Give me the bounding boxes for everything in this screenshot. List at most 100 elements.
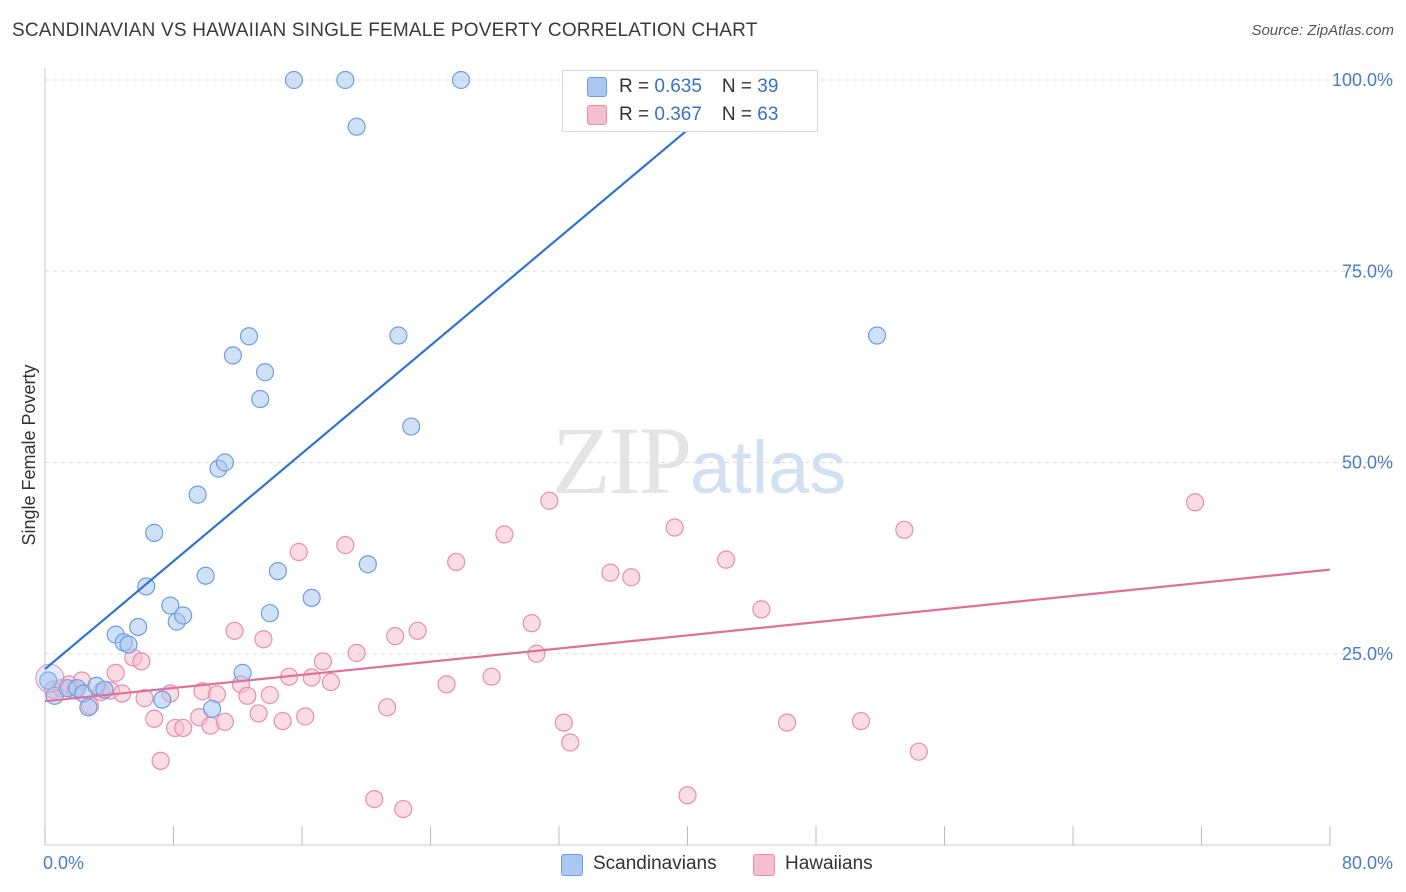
data-point-hawaiians <box>378 698 397 717</box>
x-tick-label: 0.0% <box>43 853 84 873</box>
data-point-scandinavians <box>284 70 304 90</box>
data-point-hawaiians <box>540 491 559 510</box>
data-point-hawaiians <box>254 630 273 649</box>
data-point-hawaiians <box>622 568 641 587</box>
data-point-hawaiians <box>394 799 413 819</box>
data-point-hawaiians <box>522 614 541 633</box>
data-point-scandinavians <box>336 70 355 90</box>
data-point-hawaiians <box>895 520 914 539</box>
data-point-hawaiians <box>495 525 514 544</box>
data-point-scandinavians <box>251 389 270 409</box>
data-point-hawaiians <box>174 718 193 738</box>
data-point-hawaiians <box>225 621 244 640</box>
data-point-scandinavians <box>347 117 366 136</box>
legend-n-value: 63 <box>757 104 779 125</box>
data-point-hawaiians <box>665 518 684 537</box>
watermark-zip: ZIP <box>552 407 692 514</box>
data-point-scandinavians <box>358 555 377 574</box>
data-point-hawaiians <box>273 711 292 731</box>
legend-r-label: R = <box>619 76 655 97</box>
data-point-scandinavians <box>145 523 164 542</box>
watermark: ZIPatlas <box>552 405 846 516</box>
legend: R = 0.635 N = 39 R = 0.367 N = 63 <box>562 70 818 132</box>
legend-r-label: R = <box>619 104 655 125</box>
trend-lines <box>44 79 1331 703</box>
tick-labels: 25.0% 50.0% 75.0% 100.0% 0.0% 80.0% <box>43 70 1393 873</box>
data-point-hawaiians <box>106 663 125 682</box>
data-point-scandinavians <box>233 663 252 682</box>
data-point-scandinavians <box>39 671 58 690</box>
legend-n-label: N = <box>721 76 758 97</box>
chart-title: SCANDINAVIAN VS HAWAIIAN SINGLE FEMALE P… <box>12 20 758 41</box>
legend-text-hawaiians: R = 0.367 N = 63 <box>619 102 778 128</box>
x-tick-label: 80.0% <box>1342 853 1393 873</box>
data-point-hawaiians <box>289 542 308 562</box>
data-point-scandinavians <box>389 326 408 345</box>
y-tick-label: 75.0% <box>1342 261 1393 281</box>
y-axis-label: Single Female Poverty <box>19 364 39 545</box>
data-point-hawaiians <box>321 672 341 692</box>
data-point-scandinavians <box>402 417 421 436</box>
data-point-scandinavians <box>268 562 288 581</box>
data-point-scandinavians <box>119 635 138 654</box>
data-point-hawaiians <box>408 621 427 640</box>
data-point-hawaiians <box>752 600 771 619</box>
data-point-hawaiians <box>909 742 928 761</box>
data-point-hawaiians <box>249 704 268 723</box>
legend-r-value: 0.635 <box>654 76 702 97</box>
data-point-hawaiians <box>601 563 620 582</box>
data-point-scandinavians <box>137 577 156 596</box>
data-point-hawaiians <box>527 644 546 663</box>
data-point-hawaiians <box>777 713 797 732</box>
data-point-hawaiians <box>260 685 279 705</box>
data-point-scandinavians <box>188 485 207 504</box>
y-tick-label: 100.0% <box>1332 70 1393 90</box>
legend-swatch-hawaiians <box>753 854 775 876</box>
data-point-hawaiians <box>447 552 466 572</box>
data-point-scandinavians <box>223 346 243 365</box>
data-point-scandinavians <box>302 588 321 608</box>
data-point-scandinavians <box>161 596 180 615</box>
data-point-scandinavians <box>451 70 471 90</box>
y-tick-label: 50.0% <box>1342 453 1393 473</box>
data-point-hawaiians <box>1185 493 1205 512</box>
data-point-hawaiians <box>313 652 332 671</box>
legend-text-scandinavians: R = 0.635 N = 39 <box>619 74 778 100</box>
data-point-hawaiians <box>135 689 154 708</box>
data-point-scandinavians <box>174 606 193 625</box>
legend-n-value: 39 <box>757 76 779 97</box>
data-point-scandinavians <box>215 453 234 472</box>
legend-swatch-scandinavians <box>561 854 583 876</box>
data-point-hawaiians <box>151 751 170 770</box>
data-point-hawaiians <box>437 675 456 694</box>
data-point-scandinavians <box>202 699 222 718</box>
data-point-scandinavians <box>196 566 215 585</box>
data-point-scandinavians <box>255 363 275 382</box>
trend-line-scandinavians <box>44 79 748 670</box>
legend-r-value: 0.367 <box>654 104 702 125</box>
source-label: Source: ZipAtlas.com <box>1251 22 1394 39</box>
axes <box>44 68 1331 846</box>
series-scandinavians <box>35 70 887 718</box>
legend-label-hawaiians: Hawaiians <box>785 853 873 874</box>
legend-swatch-hawaiians <box>587 105 607 125</box>
trend-line-hawaiians <box>44 568 1331 703</box>
data-point-hawaiians <box>296 707 315 726</box>
data-point-hawaiians <box>302 668 321 687</box>
data-point-hawaiians <box>851 711 871 731</box>
data-point-hawaiians <box>554 713 573 732</box>
data-point-scandinavians <box>239 327 259 346</box>
data-point-hawaiians <box>482 667 501 686</box>
data-point-hawaiians <box>132 652 151 671</box>
data-point-hawaiians <box>347 643 366 663</box>
data-point-hawaiians <box>678 786 697 805</box>
data-point-scandinavians <box>79 698 98 717</box>
data-point-hawaiians <box>716 550 736 569</box>
data-point-hawaiians <box>145 709 164 728</box>
data-point-hawaiians <box>336 536 355 555</box>
series-hawaiians <box>43 491 1205 819</box>
data-point-scandinavians <box>867 326 887 345</box>
data-point-cluster <box>35 663 65 693</box>
data-point-hawaiians <box>561 733 580 752</box>
